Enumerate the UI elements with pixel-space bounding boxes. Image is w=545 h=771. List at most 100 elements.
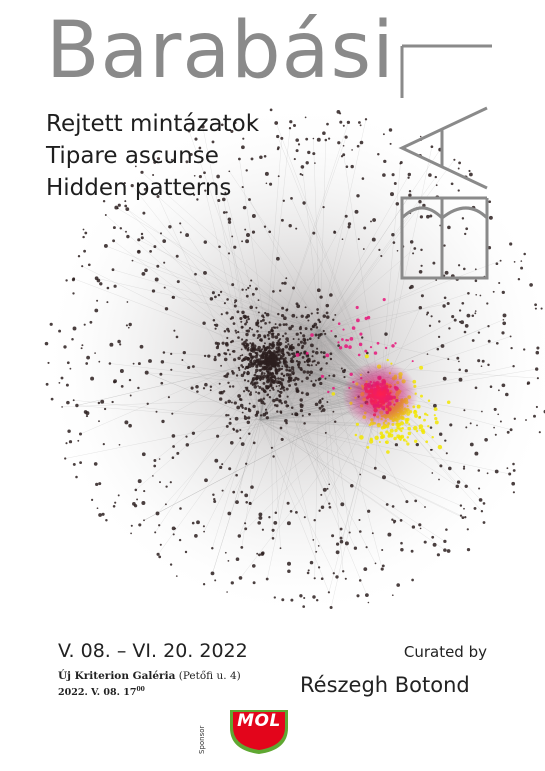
- network-node: [502, 318, 505, 321]
- network-node: [347, 225, 351, 229]
- network-edge: [282, 329, 321, 351]
- network-node: [278, 338, 281, 341]
- network-node: [426, 414, 429, 417]
- network-node: [272, 455, 275, 458]
- network-node: [262, 381, 266, 385]
- network-node: [119, 343, 122, 346]
- network-node: [411, 360, 414, 363]
- network-node: [185, 435, 188, 438]
- network-node: [380, 567, 384, 571]
- network-node: [337, 341, 340, 344]
- network-node: [326, 401, 329, 403]
- network-node: [111, 268, 115, 272]
- network-node: [219, 465, 223, 470]
- network-node: [282, 357, 285, 361]
- network-node: [72, 326, 77, 331]
- network-node: [148, 359, 152, 363]
- network-node: [382, 133, 385, 136]
- network-node: [425, 440, 429, 444]
- network-edge: [319, 329, 339, 346]
- network-node: [509, 428, 513, 432]
- network-node: [461, 301, 465, 305]
- network-node: [126, 301, 129, 303]
- network-node: [434, 416, 438, 421]
- network-node: [258, 349, 262, 353]
- network-node: [224, 401, 228, 404]
- network-node: [209, 297, 214, 301]
- network-node: [315, 550, 318, 553]
- network-node: [394, 342, 397, 345]
- network-node: [290, 352, 293, 355]
- network-node: [204, 189, 207, 192]
- network-node: [292, 347, 295, 350]
- network-node: [391, 173, 395, 177]
- network-node: [446, 549, 451, 553]
- network-node: [444, 439, 447, 442]
- network-node: [77, 254, 81, 258]
- network-node: [279, 547, 282, 550]
- network-node: [273, 521, 278, 525]
- network-node: [346, 120, 351, 125]
- network-node: [237, 534, 242, 538]
- network-node: [287, 369, 291, 372]
- network-node: [245, 338, 248, 342]
- network-node: [245, 501, 248, 504]
- network-node: [307, 150, 311, 155]
- network-node: [224, 191, 227, 194]
- network-node: [244, 407, 248, 411]
- network-node: [258, 361, 262, 365]
- network-node: [165, 485, 168, 488]
- network-node: [268, 321, 271, 324]
- network-node: [274, 359, 278, 363]
- network-node: [259, 319, 263, 323]
- network-node: [302, 370, 306, 374]
- network-node: [394, 428, 398, 433]
- network-node: [270, 329, 273, 332]
- network-node: [316, 137, 321, 142]
- network-node: [268, 367, 271, 371]
- network-node: [296, 304, 301, 309]
- network-edge: [259, 419, 334, 574]
- network-node: [113, 380, 116, 384]
- network-node: [217, 353, 221, 357]
- network-node: [340, 367, 343, 370]
- network-node: [272, 326, 275, 329]
- network-node: [299, 403, 303, 407]
- network-edge: [212, 419, 261, 574]
- network-edge: [379, 163, 401, 396]
- network-node: [65, 279, 68, 282]
- network-node: [474, 310, 477, 312]
- network-node: [243, 371, 246, 374]
- network-node: [130, 184, 134, 188]
- network-node: [236, 310, 240, 314]
- network-node: [156, 552, 160, 556]
- network-node: [384, 332, 388, 336]
- network-node: [433, 407, 438, 412]
- network-node: [230, 316, 235, 320]
- network-node: [190, 386, 194, 390]
- network-node: [216, 434, 220, 438]
- network-node: [315, 598, 319, 602]
- network-edge: [343, 154, 381, 396]
- network-node: [418, 416, 421, 419]
- network-node: [279, 426, 283, 430]
- network-node: [291, 352, 296, 356]
- network-node: [286, 395, 289, 398]
- network-node: [487, 363, 490, 367]
- network-node: [523, 348, 526, 351]
- network-node: [106, 286, 110, 290]
- network-node: [128, 378, 132, 382]
- network-node: [464, 484, 468, 488]
- network-node: [65, 383, 69, 387]
- network-node: [288, 373, 292, 377]
- network-node: [159, 543, 162, 546]
- network-node: [255, 368, 259, 373]
- network-node: [366, 351, 369, 355]
- network-edge: [285, 329, 321, 421]
- network-node: [466, 528, 469, 531]
- network-node: [418, 200, 422, 204]
- network-node: [369, 346, 373, 349]
- network-node: [270, 375, 274, 379]
- network-node: [243, 390, 246, 393]
- network-node: [320, 367, 323, 370]
